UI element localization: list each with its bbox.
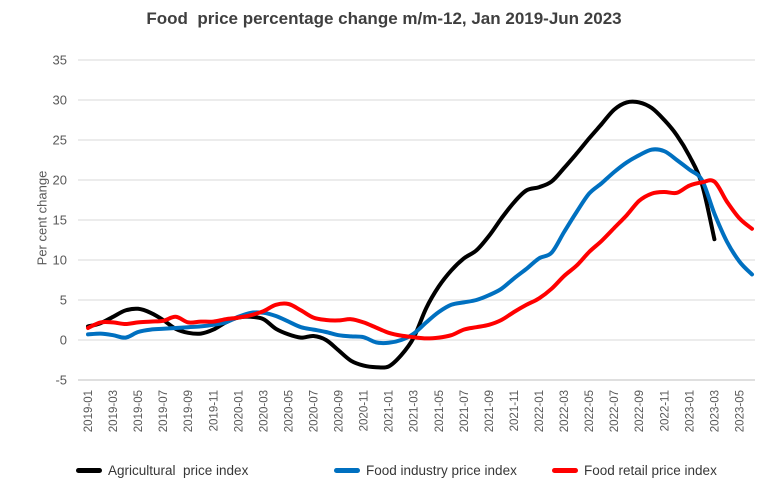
x-tick-label: 2019-07 <box>158 390 170 432</box>
x-tick-label: 2020-07 <box>309 390 321 432</box>
x-tick-label: 2022-09 <box>634 390 646 432</box>
x-tick-label: 2020-05 <box>283 390 295 432</box>
y-tick-label: 0 <box>60 333 67 348</box>
x-tick-label: 2022-01 <box>534 390 546 432</box>
x-tick-label: 2021-03 <box>409 390 421 432</box>
x-tick-label: 2023-01 <box>684 390 696 432</box>
plot-area: 35 30 25 20 15 10 5 0 -5 2019-01 2019-03 2019-05 201… <box>53 53 755 432</box>
y-tick-label: 25 <box>53 133 67 148</box>
x-tick-label: 2019-03 <box>108 390 120 432</box>
x-tick-label: 2019-01 <box>83 390 95 432</box>
x-tick-label: 2021-07 <box>459 390 471 432</box>
y-tick-label: 20 <box>53 173 67 188</box>
series-line-food-industry <box>86 147 754 346</box>
y-tick-label: -5 <box>55 373 67 388</box>
legend-label-food-retail: Food retail price index <box>584 463 717 478</box>
food-retail-line-swatch <box>552 468 578 473</box>
chart-title: Food price percentage change m/m-12, Jan… <box>146 9 622 28</box>
legend-label-agricultural: Agricultural price index <box>108 463 249 478</box>
legend-item-agricultural: Agricultural price index <box>76 463 248 478</box>
x-tick-label: 2020-03 <box>258 390 270 432</box>
series-line-food-retail <box>86 178 754 341</box>
agricultural-line-swatch <box>76 468 102 473</box>
x-tick-label: 2022-07 <box>609 390 621 432</box>
x-tick-label: 2019-09 <box>183 390 195 432</box>
legend-item-food-industry: Food industry price index <box>334 463 517 478</box>
y-tick-label: 5 <box>60 293 67 308</box>
y-tick-label: 10 <box>53 253 67 268</box>
x-tick-label: 2021-11 <box>509 390 521 431</box>
x-tick-label: 2021-05 <box>434 390 446 432</box>
x-tick-label: 2019-05 <box>133 390 145 432</box>
x-tick-label: 2023-03 <box>709 390 721 432</box>
y-tick-label: 15 <box>53 213 67 228</box>
x-tick-label: 2019-11 <box>208 390 220 431</box>
food-industry-line-swatch <box>334 468 360 473</box>
x-tick-label: 2020-01 <box>233 390 245 432</box>
x-tick-label: 2020-11 <box>359 390 371 431</box>
x-tick-label: 2022-11 <box>659 390 671 431</box>
legend-item-food-retail: Food retail price index <box>552 463 717 478</box>
x-tick-label: 2023-05 <box>734 390 746 432</box>
series-line-agricultural <box>86 99 717 370</box>
y-tick-label: 35 <box>53 53 67 68</box>
x-tick-label: 2022-03 <box>559 390 571 432</box>
x-tick-label: 2021-09 <box>484 390 496 432</box>
legend-label-food-industry: Food industry price index <box>366 463 517 478</box>
x-tick-label: 2020-09 <box>334 390 346 432</box>
y-tick-label: 30 <box>53 93 67 108</box>
x-tick-label: 2021-01 <box>384 390 396 432</box>
x-tick-label: 2022-05 <box>584 390 596 432</box>
